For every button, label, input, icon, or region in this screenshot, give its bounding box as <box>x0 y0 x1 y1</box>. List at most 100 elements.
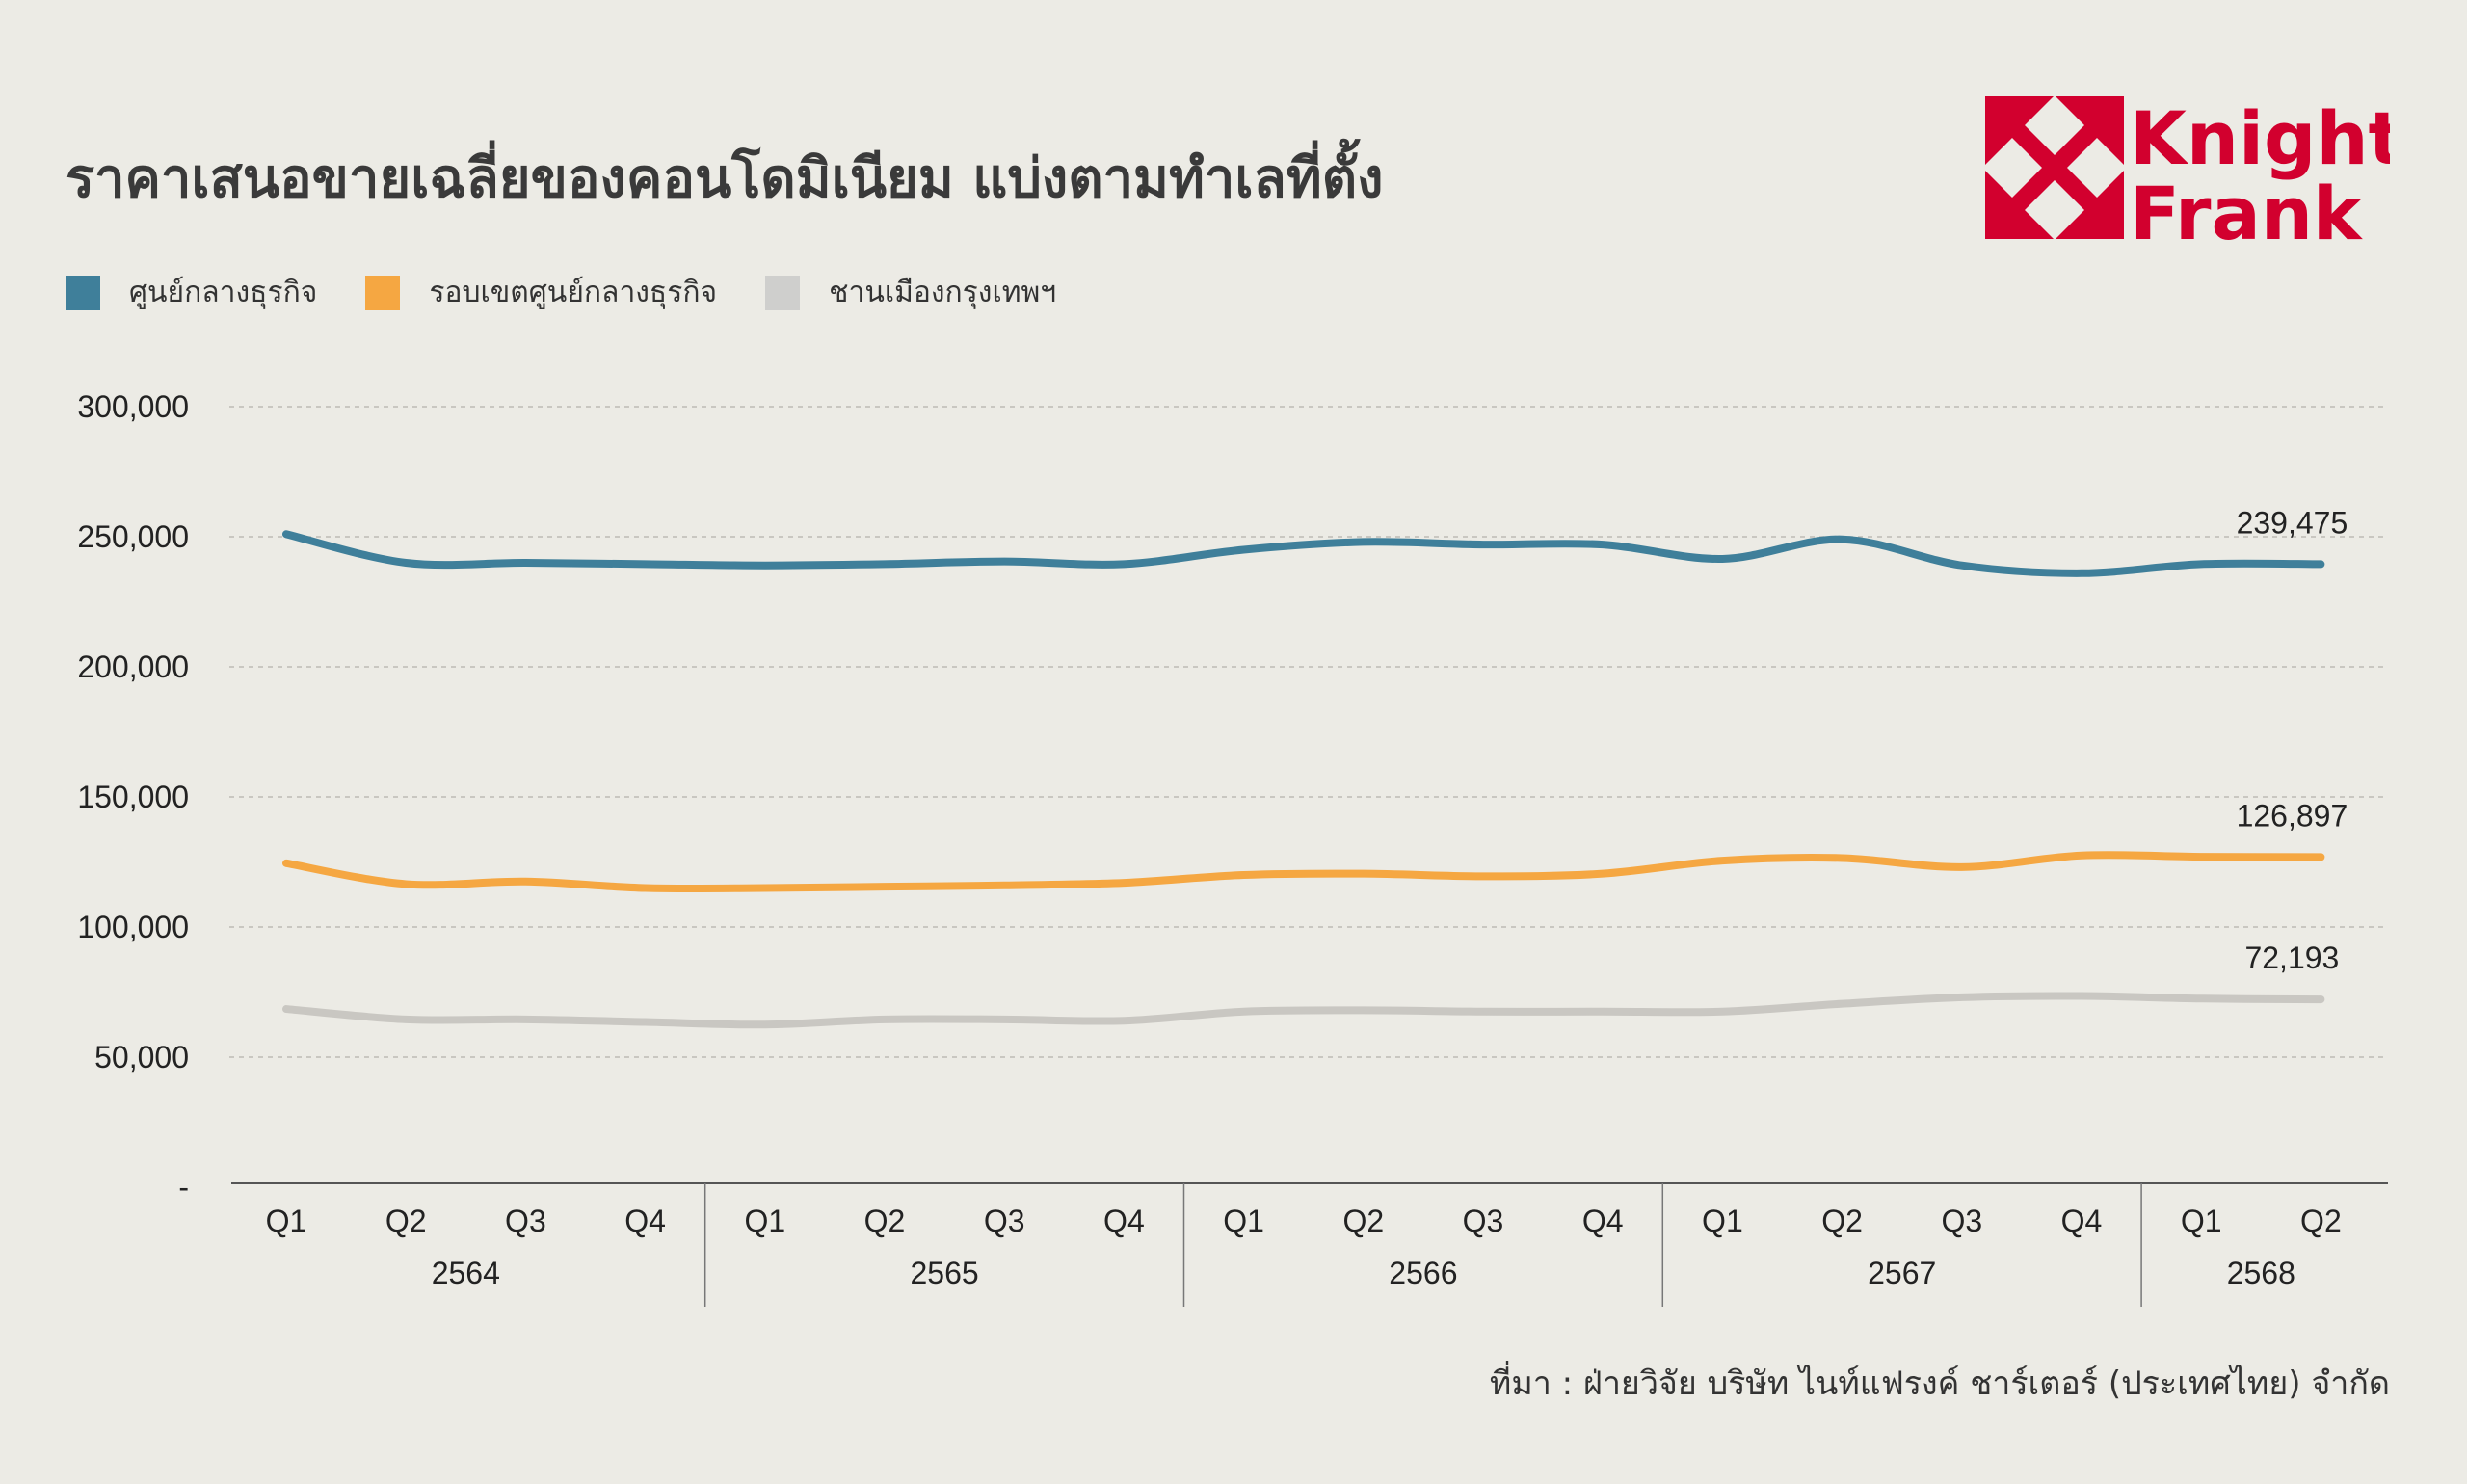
x-tick-label: Q3 <box>1463 1204 1504 1238</box>
logo-mark-icon <box>1985 96 2127 240</box>
legend-swatch-cbd <box>66 275 100 310</box>
data-point <box>1123 1020 1125 1021</box>
logo-mark-diamond <box>1985 138 2042 198</box>
x-tick-label: Q2 <box>864 1204 906 1238</box>
data-point <box>2200 563 2202 565</box>
data-point <box>1721 1011 1723 1013</box>
data-point <box>405 1019 407 1020</box>
x-tick-label: Q2 <box>1342 1204 1384 1238</box>
y-tick-label: 200,000 <box>77 649 189 684</box>
data-point <box>524 562 526 564</box>
x-tick-label: Q3 <box>1941 1204 1982 1238</box>
data-point <box>1003 561 1005 563</box>
x-tick-label: Q4 <box>1582 1204 1624 1238</box>
y-tick-label: 300,000 <box>77 389 189 424</box>
data-point <box>1363 1009 1365 1011</box>
data-point <box>1003 1019 1005 1020</box>
series-line <box>282 530 2325 577</box>
data-point <box>405 883 407 885</box>
data-point <box>884 563 886 565</box>
end-value-label: 239,475 <box>2237 505 2348 540</box>
x-tick-label: Q1 <box>1223 1204 1264 1238</box>
data-point <box>524 881 526 883</box>
x-axis: Q1 Q2 Q3 Q4 Q1 Q2 Q3 Q4 Q1 Q2 Q3 Q4 Q1 Q2 Q3 Q4 Q1 Q22564… <box>231 1182 2388 1307</box>
data-point <box>1482 1011 1484 1013</box>
legend-label-city-fringe: รอบเขตศูนย์กลางธุรกิจ <box>429 276 718 309</box>
legend-item-city-fringe: รอบเขตศูนย์กลางธุรกิจ <box>365 270 717 315</box>
data-point <box>2200 856 2202 858</box>
data-point <box>1842 1003 1844 1005</box>
data-point <box>1602 543 1604 545</box>
x-tick-label: Q1 <box>1702 1204 1743 1238</box>
x-tick-label: Q4 <box>624 1204 666 1238</box>
end-value-label: 126,897 <box>2237 798 2348 833</box>
data-point <box>285 862 287 864</box>
data-point <box>1123 563 1125 565</box>
x-tick-label: Q2 <box>385 1204 427 1238</box>
knight-frank-logo: Knight Frank <box>1985 96 2390 251</box>
data-point <box>1602 873 1604 875</box>
legend-item-suburban: ชานเมืองกรุงเทพฯ <box>765 270 1056 315</box>
data-point <box>1842 539 1844 541</box>
logo-text-knight: Knight <box>2130 96 2390 181</box>
legend-label-cbd: ศูนย์กลางธุรกิจ <box>129 276 318 309</box>
series-lines <box>282 530 2325 1029</box>
data-point <box>1123 882 1125 884</box>
x-year-label: 2568 <box>2227 1256 2295 1290</box>
data-point <box>285 1008 287 1010</box>
data-point <box>1003 885 1005 887</box>
series-line <box>282 851 2325 893</box>
legend-swatch-suburban <box>765 275 801 310</box>
data-point <box>1961 565 1963 567</box>
legend-item-cbd: ศูนย์กลางธุรกิจ <box>66 270 317 315</box>
data-point <box>285 533 287 535</box>
data-point <box>1482 543 1484 545</box>
logo-mark-diamond <box>2025 180 2084 240</box>
logo-mark-diamond <box>2025 96 2084 155</box>
x-year-label: 2564 <box>432 1256 500 1290</box>
x-year-label: 2567 <box>1868 1256 1936 1290</box>
data-point <box>764 565 766 567</box>
page-title: ราคาเสนอขายเฉลี่ยของคอนโดมิเนียม แบ่งตาม… <box>66 147 1384 210</box>
data-point <box>1961 866 1963 868</box>
legend-swatch-city-fringe <box>365 275 401 310</box>
end-value-label: 72,193 <box>2244 941 2339 975</box>
x-tick-label: Q1 <box>266 1204 307 1238</box>
data-point <box>1243 549 1245 550</box>
y-axis: - 50,000 100,000 150,000 200,000 250,000 300,0… <box>77 389 189 1205</box>
data-point <box>884 886 886 888</box>
y-tick-label: - <box>178 1170 189 1205</box>
x-year-label: 2566 <box>1389 1256 1457 1290</box>
y-tick-label: 50,000 <box>94 1040 189 1074</box>
source-note: ที่มา : ฝ่ายวิจัย บริษัท ไนท์แฟรงค์ ชาร์… <box>1489 1365 2390 1403</box>
chart-legend: ศูนย์กลางธุรกิจ รอบเขตศูนย์กลางธุรกิจ ชา… <box>66 270 1056 315</box>
x-tick-label: Q1 <box>2181 1204 2222 1238</box>
data-point <box>405 562 407 564</box>
data-point <box>645 563 647 565</box>
data-point <box>764 1023 766 1025</box>
y-tick-label: 150,000 <box>77 780 189 814</box>
y-tick-label: 250,000 <box>77 519 189 554</box>
series-line <box>282 992 2325 1029</box>
data-point <box>884 1019 886 1020</box>
grid-lines <box>229 406 2388 1058</box>
legend-label-suburban: ชานเมืองกรุงเทพฯ <box>829 276 1057 309</box>
data-point <box>1721 558 1723 560</box>
data-point <box>1482 875 1484 877</box>
data-point <box>2200 997 2202 999</box>
x-tick-label: Q1 <box>744 1204 785 1238</box>
y-tick-label: 100,000 <box>77 910 189 944</box>
data-point <box>1363 873 1365 875</box>
x-tick-label: Q2 <box>1821 1204 1863 1238</box>
data-point <box>645 1021 647 1023</box>
data-point <box>524 1019 526 1020</box>
x-tick-label: Q2 <box>2300 1204 2342 1238</box>
x-tick-label: Q4 <box>1103 1204 1145 1238</box>
data-point <box>1842 857 1844 859</box>
data-labels: 239,475 126,897 72,193 <box>2237 505 2348 975</box>
data-point <box>1243 874 1245 876</box>
x-tick-label: Q3 <box>984 1204 1025 1238</box>
data-point <box>1602 1011 1604 1013</box>
logo-mark-diamond <box>2067 138 2127 198</box>
